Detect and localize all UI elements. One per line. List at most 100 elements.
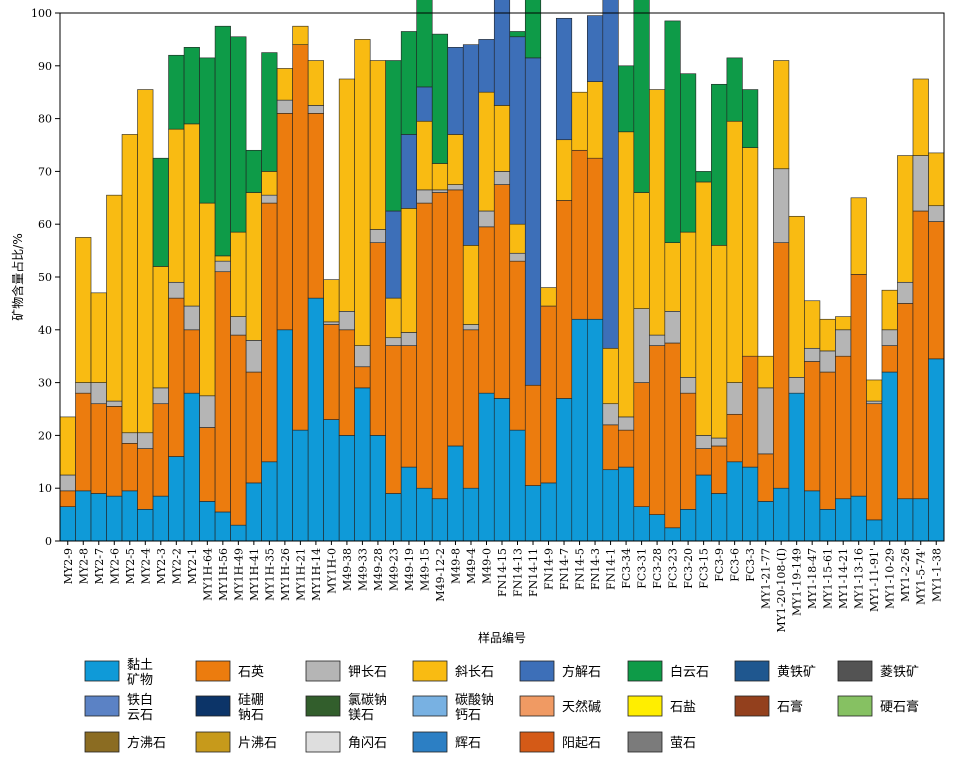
x-tick-label: FC3-20 <box>682 548 695 589</box>
bar-segment <box>121 490 138 542</box>
bar-segment <box>478 226 495 394</box>
x-tick-label: MY1-15-61 <box>822 548 835 609</box>
bar-segment <box>618 65 635 133</box>
bar-segment <box>493 184 511 399</box>
bar-segment <box>230 316 247 336</box>
bar-segment <box>276 68 293 101</box>
bar-segment <box>447 134 464 185</box>
bar-segment <box>664 242 681 312</box>
bar-segment <box>680 509 697 542</box>
bar-segment <box>292 44 309 431</box>
bar-segment <box>633 308 650 383</box>
bar-segment <box>261 202 278 463</box>
bar-segment <box>230 36 247 233</box>
bar-segment <box>509 223 526 254</box>
bar-segment <box>478 210 495 228</box>
legend-swatch <box>412 731 448 753</box>
legend-label: 方解石 <box>562 664 601 680</box>
bar-segment <box>75 490 92 542</box>
bar-segment <box>59 474 76 492</box>
x-tick-label: MY1H-21 <box>294 548 307 601</box>
bar-segment <box>385 337 402 346</box>
bar-segment <box>540 482 557 542</box>
bar-segment <box>850 197 867 275</box>
bar-segment <box>292 429 309 542</box>
bar-segment <box>90 493 107 542</box>
bar-segment <box>478 39 495 93</box>
bar-segment <box>835 498 852 542</box>
x-tick-label: FN14-9 <box>543 548 556 590</box>
x-tick-label: M49-38 <box>341 548 354 591</box>
legend-swatch <box>195 695 231 717</box>
bar-segment <box>571 91 588 151</box>
bar-segment <box>866 519 883 542</box>
bar-segment <box>106 400 123 407</box>
bar-segment <box>478 91 495 212</box>
legend-label: 硅硼 <box>238 693 264 708</box>
x-tick-label: MY1-20-108-(I) <box>775 548 788 633</box>
bar-segment <box>524 57 542 386</box>
bar-segment <box>757 387 774 455</box>
x-tick-label: MY1-21-77 <box>760 548 773 609</box>
x-tick-label: MY1-10-29 <box>884 548 897 609</box>
bar-segment <box>618 466 635 542</box>
bar-segment <box>742 147 759 357</box>
bar-segment <box>338 435 355 542</box>
bar-segment <box>276 329 293 542</box>
bar-segment <box>245 149 262 193</box>
bar-segment <box>618 416 635 431</box>
bar-segment <box>586 15 604 82</box>
x-tick-label: M49-33 <box>356 548 369 591</box>
x-tick-label: MY2-1 <box>186 548 199 584</box>
bar-segment <box>524 0 542 59</box>
bar-segment <box>493 398 511 542</box>
x-tick-label: MY2-6 <box>108 548 121 584</box>
bar-segment <box>493 0 511 106</box>
bar-segment <box>819 509 836 542</box>
bar-segment <box>493 171 511 185</box>
bar-segment <box>323 324 340 420</box>
x-tick-label: M49-19 <box>403 548 416 591</box>
bar-segment <box>649 89 666 336</box>
bar-segment <box>230 524 247 542</box>
x-tick-label: FC3-34 <box>620 548 633 589</box>
bar-segment <box>742 355 759 468</box>
bar-segment <box>121 134 138 434</box>
x-tick-label: MY1H-56 <box>217 548 230 601</box>
bar-segment <box>369 229 386 243</box>
bar-segment <box>168 297 185 457</box>
bar-segment <box>354 366 371 389</box>
bar-segment <box>106 406 123 497</box>
bar-segment <box>323 279 340 323</box>
x-tick-label: MY1-13-16 <box>853 548 866 609</box>
bar-segment <box>369 435 386 542</box>
bar-segment <box>431 498 449 542</box>
bar-segment <box>183 47 200 125</box>
bar-segment <box>462 245 480 325</box>
x-tick-label: FN14-13 <box>512 548 525 597</box>
bar-segment <box>152 157 169 267</box>
bar-segment <box>726 120 743 383</box>
bar-segment <box>152 266 169 389</box>
bar-segment <box>214 271 231 513</box>
y-tick-label: 40 <box>38 324 52 337</box>
x-tick-label: MY1H-0 <box>325 548 338 594</box>
bar-segment <box>230 334 247 526</box>
bar-segment <box>152 387 169 405</box>
bar-segment <box>106 495 123 542</box>
bar-segment <box>261 171 278 196</box>
bar-segment <box>261 194 278 204</box>
bar-segment <box>897 303 914 500</box>
legend-swatch <box>305 695 341 717</box>
bar-segment <box>230 231 247 317</box>
bar-segment <box>385 345 402 494</box>
bar-segment <box>726 413 743 463</box>
bar-segment <box>897 155 914 283</box>
bar-segment <box>928 221 945 360</box>
bar-segment <box>400 466 418 542</box>
x-tick-label: MY1H-35 <box>263 548 276 601</box>
bar-segment <box>292 25 309 45</box>
bar-segment <box>586 318 604 542</box>
bar-segment <box>602 424 619 471</box>
